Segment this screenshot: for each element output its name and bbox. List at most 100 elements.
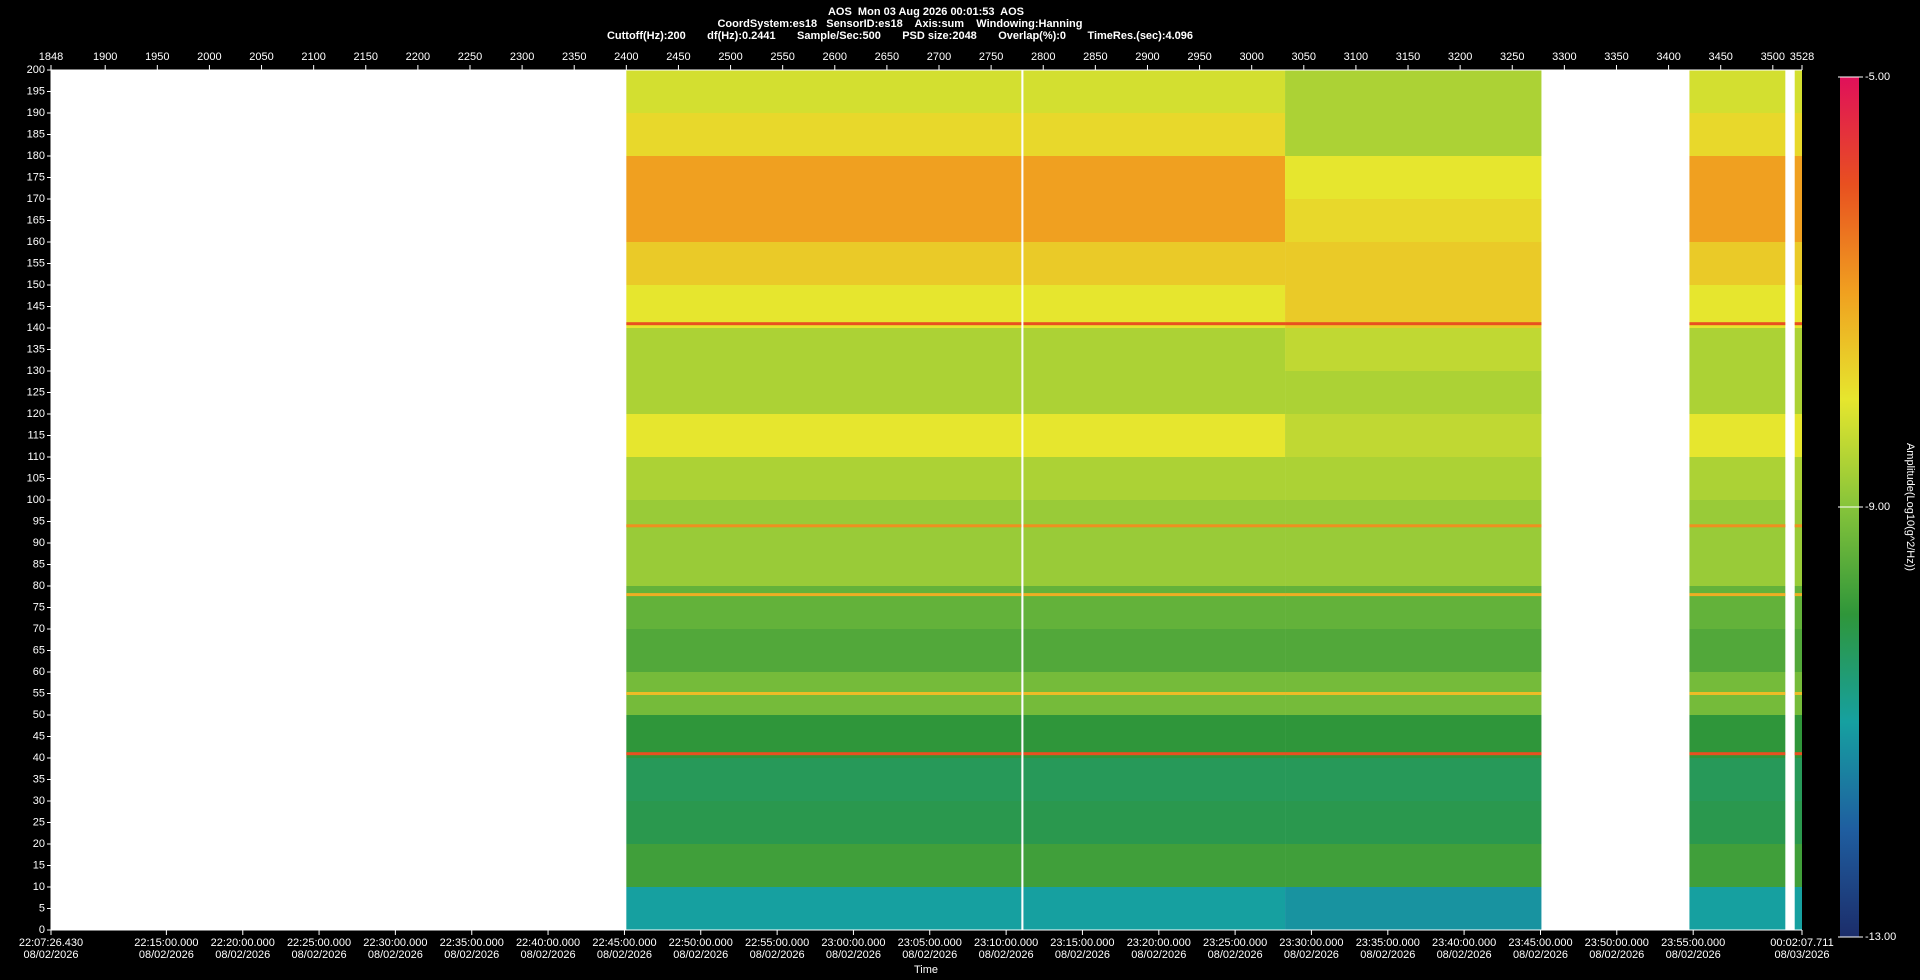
x-tick-label: 2250 bbox=[458, 51, 482, 63]
heatmap-cell bbox=[1794, 414, 1802, 457]
colorbar-tick-label: -9.00 bbox=[1865, 501, 1890, 513]
heatmap-cell bbox=[1023, 328, 1286, 371]
heatmap-cell bbox=[1023, 457, 1286, 500]
y-tick-label: 70 bbox=[33, 623, 45, 635]
x-tick-label: 3200 bbox=[1448, 51, 1472, 63]
spectral-line bbox=[1285, 593, 1542, 597]
spectral-line bbox=[1689, 322, 1786, 326]
x2-tick-label: 23:15:00.000 bbox=[1050, 937, 1114, 949]
x-tick-label: 2650 bbox=[875, 51, 899, 63]
y-tick-label: 160 bbox=[27, 236, 45, 248]
heatmap-cell bbox=[1689, 586, 1786, 629]
colorbar-tick-label: -5.00 bbox=[1865, 71, 1890, 83]
spectral-line bbox=[1794, 524, 1802, 528]
heatmap-cell bbox=[1689, 199, 1786, 242]
heatmap-cell bbox=[1794, 156, 1802, 199]
y-tick-label: 175 bbox=[27, 171, 45, 183]
heatmap-cell bbox=[1285, 629, 1542, 672]
x2-tick-label: 23:00:00.000 bbox=[821, 937, 885, 949]
y-tick-label: 80 bbox=[33, 580, 45, 592]
heatmap-cell bbox=[1023, 242, 1286, 285]
y-tick-label: 95 bbox=[33, 515, 45, 527]
heatmap-cell bbox=[1689, 371, 1786, 414]
x2-tick-label: 22:35:00.000 bbox=[440, 937, 504, 949]
x-tick-label: 2800 bbox=[1031, 51, 1055, 63]
heatmap-cell bbox=[1285, 328, 1542, 371]
x2-tick-label: 23:30:00.000 bbox=[1279, 937, 1343, 949]
spectral-line bbox=[626, 322, 1022, 326]
colorbar-label: Amplitude(Log10(g^2/Hz)) bbox=[1904, 443, 1916, 571]
heatmap-cell bbox=[1794, 543, 1802, 586]
y-tick-label: 10 bbox=[33, 881, 45, 893]
spectral-line bbox=[1285, 524, 1542, 528]
x-tick-label: 2700 bbox=[927, 51, 951, 63]
heatmap-cell bbox=[626, 414, 1022, 457]
heatmap-cell bbox=[626, 500, 1022, 543]
x2-tick-date: 08/02/2026 bbox=[1666, 949, 1721, 961]
chart-title: AOS Mon 03 Aug 2026 00:01:53 AOS bbox=[828, 6, 1024, 18]
x-tick-label: 1848 bbox=[39, 51, 63, 63]
heatmap-cell bbox=[1023, 586, 1286, 629]
heatmap-cell bbox=[1689, 113, 1786, 156]
y-tick-label: 15 bbox=[33, 859, 45, 871]
y-tick-label: 180 bbox=[27, 150, 45, 162]
heatmap-cell bbox=[1023, 887, 1286, 930]
x-tick-label: 3050 bbox=[1292, 51, 1316, 63]
heatmap-cell bbox=[1023, 414, 1286, 457]
spectral-line bbox=[1285, 692, 1542, 695]
x-tick-label: 2050 bbox=[249, 51, 273, 63]
x2-tick-date: 08/02/2026 bbox=[750, 949, 805, 961]
x-tick-label: 3350 bbox=[1604, 51, 1628, 63]
chart-subtitle: Cuttoff(Hz):200 df(Hz):0.2441 Sample/Sec… bbox=[607, 30, 1193, 42]
x2-tick-date: 08/02/2026 bbox=[1208, 949, 1263, 961]
heatmap-cell bbox=[1285, 371, 1542, 414]
y-tick-label: 165 bbox=[27, 214, 45, 226]
heatmap-cell bbox=[1285, 285, 1542, 328]
spectral-line bbox=[1689, 752, 1786, 756]
y-tick-label: 60 bbox=[33, 666, 45, 678]
y-tick-label: 5 bbox=[39, 902, 45, 914]
heatmap-cell bbox=[1689, 156, 1786, 199]
heatmap-cell bbox=[626, 371, 1022, 414]
heatmap-cell bbox=[1285, 414, 1542, 457]
x2-tick-label: 23:05:00.000 bbox=[898, 937, 962, 949]
x2-tick-label: 22:50:00.000 bbox=[669, 937, 733, 949]
x2-tick-date: 08/02/2026 bbox=[368, 949, 423, 961]
y-tick-label: 145 bbox=[27, 300, 45, 312]
heatmap-cell bbox=[1794, 715, 1802, 758]
heatmap-cell bbox=[1689, 758, 1786, 801]
heatmap-cell bbox=[626, 113, 1022, 156]
y-tick-label: 155 bbox=[27, 257, 45, 269]
x2-tick-label: 23:35:00.000 bbox=[1356, 937, 1420, 949]
x2-tick-label: 22:45:00.000 bbox=[592, 937, 656, 949]
heatmap-cell bbox=[1285, 156, 1542, 199]
heatmap-cell bbox=[626, 156, 1022, 199]
x2-tick-date: 08/02/2026 bbox=[1360, 949, 1415, 961]
heatmap-cell bbox=[1285, 543, 1542, 586]
heatmap-cell bbox=[1689, 328, 1786, 371]
x-tick-label: 3450 bbox=[1708, 51, 1732, 63]
x2-tick-date: 08/02/2026 bbox=[292, 949, 347, 961]
y-tick-label: 135 bbox=[27, 343, 45, 355]
heatmap-cell bbox=[626, 242, 1022, 285]
x2-tick-date: 08/02/2026 bbox=[23, 949, 78, 961]
y-tick-label: 55 bbox=[33, 687, 45, 699]
y-tick-label: 30 bbox=[33, 795, 45, 807]
heatmap-cell bbox=[1794, 242, 1802, 285]
x2-tick-date: 08/02/2026 bbox=[673, 949, 728, 961]
heatmap-cell bbox=[1023, 371, 1286, 414]
y-tick-label: 90 bbox=[33, 537, 45, 549]
y-tick-label: 65 bbox=[33, 644, 45, 656]
heatmap-cell bbox=[1023, 844, 1286, 887]
x2-tick-label: 23:20:00.000 bbox=[1127, 937, 1191, 949]
x2-tick-date: 08/02/2026 bbox=[979, 949, 1034, 961]
colorbar-tick-label: -13.00 bbox=[1865, 931, 1896, 943]
heatmap-cell bbox=[626, 199, 1022, 242]
x-tick-label: 3528 bbox=[1790, 51, 1814, 63]
spectral-line bbox=[1794, 692, 1802, 695]
x2-tick-label: 22:40:00.000 bbox=[516, 937, 580, 949]
y-tick-label: 150 bbox=[27, 279, 45, 291]
heatmap-cell bbox=[626, 715, 1022, 758]
spectral-line bbox=[626, 524, 1022, 528]
heatmap-cell bbox=[1285, 887, 1542, 930]
